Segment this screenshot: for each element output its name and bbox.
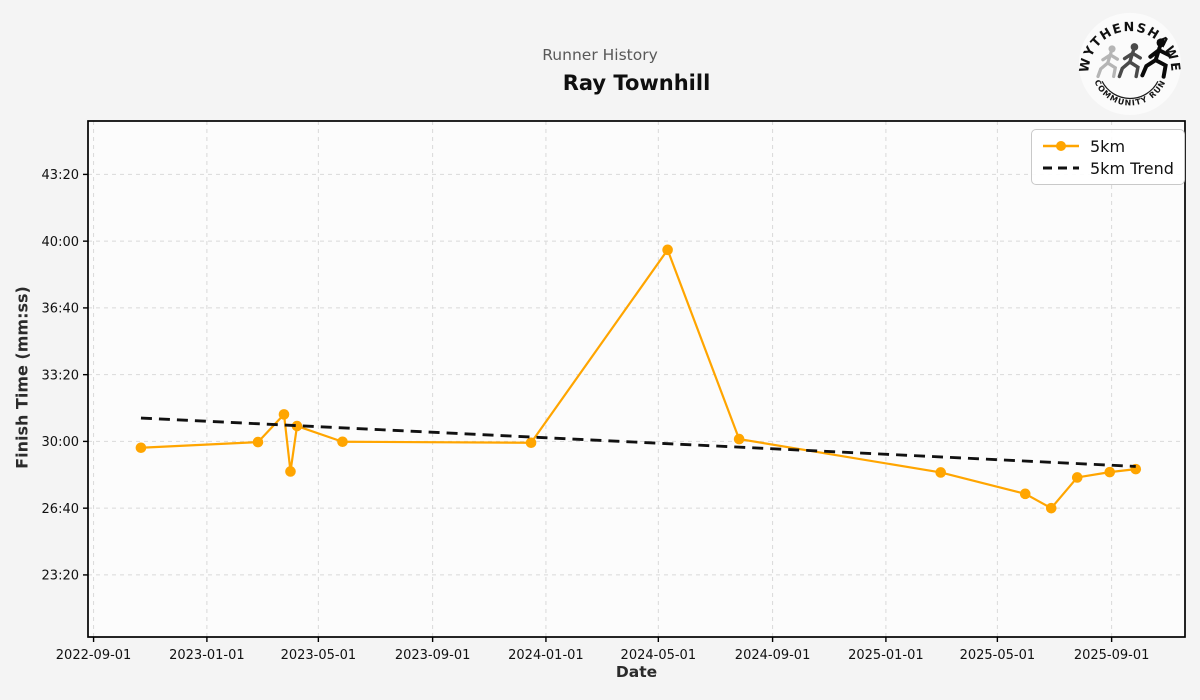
data-point-marker bbox=[252, 436, 264, 448]
gridlines bbox=[88, 121, 1185, 637]
legend-item-5km-trend: 5km Trend bbox=[1041, 157, 1176, 179]
x-tick-label: 2023-05-01 bbox=[281, 648, 357, 663]
series-5km bbox=[135, 244, 1142, 514]
data-point-marker bbox=[337, 436, 348, 448]
legend: 5km 5km Trend bbox=[1031, 129, 1185, 185]
legend-sample-5km-line-icon bbox=[1043, 141, 1079, 151]
x-tick-label: 2025-05-01 bbox=[960, 648, 1036, 663]
tick-labels: 2022-09-01 2023-01-01 2023-05-01 2023-09-01… bbox=[42, 168, 1150, 663]
y-tick-label: 33:20 bbox=[42, 368, 79, 383]
y-tick-label: 40:00 bbox=[42, 235, 79, 250]
logo-bottom-arc-line bbox=[1101, 80, 1159, 99]
data-point-marker bbox=[291, 420, 303, 432]
data-point-marker bbox=[733, 433, 745, 445]
x-tick-label: 2023-09-01 bbox=[395, 648, 471, 663]
data-point-marker bbox=[662, 244, 673, 256]
runner-silhouette-icon-3 bbox=[1140, 38, 1171, 79]
x-tick-label: 2025-01-01 bbox=[848, 648, 924, 663]
plot-border bbox=[87, 120, 1186, 638]
page-title: Ray Townhill bbox=[562, 71, 711, 95]
runner-silhouette-icon-1 bbox=[1096, 45, 1120, 79]
data-point-marker bbox=[285, 466, 296, 477]
x-tick-label: 2023-01-01 bbox=[169, 648, 245, 663]
series-5km-trend bbox=[140, 416, 1136, 468]
x-tick-label: 2022-09-01 bbox=[56, 648, 132, 663]
x-axis-label: Date bbox=[615, 663, 658, 681]
y-tick-label: 43:20 bbox=[42, 168, 79, 183]
data-point-marker bbox=[525, 437, 537, 449]
y-tick-label: 30:00 bbox=[42, 435, 79, 450]
x-tick-label: 2025-09-01 bbox=[1074, 648, 1150, 663]
x-tick-label: 2024-05-01 bbox=[621, 648, 697, 663]
data-point-marker bbox=[135, 442, 147, 454]
plot-border-rect bbox=[87, 120, 1186, 638]
wythenshawe-community-run-logo: WYTHENSHAWE COMMUNITY RUN bbox=[1077, 12, 1182, 115]
x-tick-label: 2024-09-01 bbox=[735, 648, 811, 663]
data-point-marker bbox=[1071, 472, 1083, 483]
y-tick-label: 26:40 bbox=[42, 502, 79, 517]
legend-label-5km-trend: 5km Trend bbox=[1090, 158, 1174, 178]
data-point-marker bbox=[935, 467, 947, 478]
data-point-marker bbox=[1019, 488, 1031, 500]
chart-suptitle: Runner History bbox=[542, 46, 658, 64]
y-tick-label: 36:40 bbox=[42, 302, 79, 317]
legend-label-5km: 5km bbox=[1090, 136, 1126, 156]
y-tick-label: 23:20 bbox=[42, 569, 79, 584]
data-point-marker bbox=[1045, 502, 1057, 514]
runner-silhouette-icon-2 bbox=[1117, 43, 1142, 79]
trend-line bbox=[140, 416, 1136, 468]
plot-background bbox=[88, 121, 1185, 637]
y-axis-label: Finish Time (mm:ss) bbox=[12, 286, 32, 469]
data-point-marker bbox=[1104, 466, 1116, 478]
plot-area bbox=[88, 121, 1185, 637]
legend-item-5km: 5km bbox=[1041, 135, 1176, 157]
legend-sample-trend-line-icon bbox=[1043, 166, 1079, 170]
data-point-marker bbox=[278, 409, 290, 420]
x-tick-label: 2024-01-01 bbox=[508, 648, 584, 663]
